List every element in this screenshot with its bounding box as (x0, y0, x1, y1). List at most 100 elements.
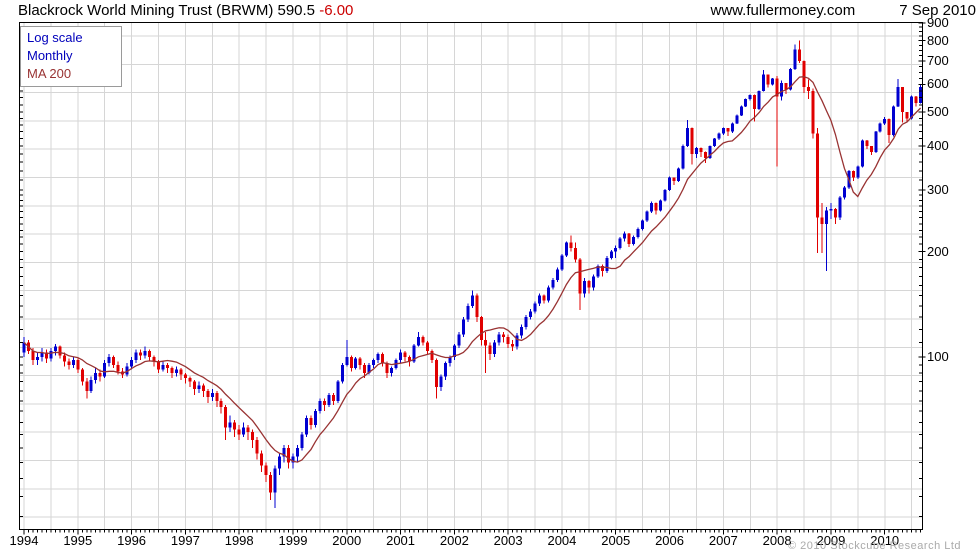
candle (192, 379, 196, 395)
candle (215, 390, 219, 407)
candle (237, 424, 241, 440)
candle (430, 349, 434, 364)
candle (901, 86, 905, 123)
candle (811, 88, 815, 139)
candle (165, 363, 169, 374)
candle (273, 465, 277, 509)
candle (224, 404, 228, 440)
candle (609, 250, 613, 260)
candle (623, 231, 627, 242)
candle (605, 256, 609, 273)
y-axis-label: 300 (927, 181, 949, 197)
candle (506, 334, 510, 349)
candle (555, 267, 559, 282)
candle (85, 378, 89, 399)
candle (914, 96, 918, 107)
candle (748, 94, 752, 101)
candle (183, 373, 187, 384)
candle (829, 203, 833, 219)
candle (80, 368, 84, 386)
candle (842, 185, 846, 200)
candle (40, 348, 44, 362)
candle (331, 392, 335, 405)
candle (336, 379, 340, 403)
candle (425, 341, 429, 354)
candle (282, 445, 286, 463)
candle (546, 285, 550, 303)
x-axis-label: 2006 (655, 533, 684, 548)
candle (515, 333, 519, 350)
candle (286, 445, 290, 469)
x-axis-label: 1996 (117, 533, 147, 548)
candle (564, 241, 568, 257)
x-axis-label: 2004 (547, 533, 577, 548)
candle (636, 227, 640, 239)
candle (726, 127, 730, 136)
candle (865, 140, 869, 150)
candle (721, 127, 725, 136)
candle (381, 352, 385, 367)
candle (910, 95, 914, 120)
gridlines (19, 22, 923, 530)
candle (493, 339, 497, 357)
legend-ma-200: MA 200 (27, 66, 72, 81)
x-axis-label: 2000 (332, 533, 362, 548)
x-axis-label: 1995 (63, 533, 93, 548)
candle (524, 314, 528, 330)
candle (560, 253, 564, 272)
y-axis-label: 800 (927, 32, 949, 48)
candle (376, 352, 380, 364)
candle (694, 146, 698, 159)
candle (582, 278, 586, 298)
x-axis-label: 2007 (708, 533, 738, 548)
candle (632, 235, 636, 246)
legend-interval: Monthly (27, 48, 73, 63)
candle (833, 208, 837, 224)
candle (659, 199, 663, 212)
candle (878, 122, 882, 133)
candle (739, 105, 743, 116)
candle (529, 309, 533, 320)
candle (717, 132, 721, 141)
candle (278, 453, 282, 476)
candle (125, 363, 129, 377)
candle (896, 79, 900, 107)
candle (304, 415, 308, 438)
candle (340, 363, 344, 384)
x-axis-label: 1998 (224, 533, 254, 548)
candle (479, 315, 483, 346)
candle (511, 339, 515, 352)
candle (201, 383, 205, 397)
candle (735, 114, 739, 125)
candle (58, 345, 62, 359)
candle (358, 357, 362, 370)
candle (94, 368, 98, 384)
candlesticks-layer (22, 40, 923, 509)
candle (318, 398, 322, 414)
y-axis-label: 900 (927, 14, 949, 30)
page-title: Blackrock World Mining Trust (BRWM) 590.… (18, 2, 353, 19)
y-axis-label: 600 (927, 76, 949, 92)
candle (600, 264, 604, 277)
candle (322, 398, 326, 412)
axis-ticks (19, 22, 926, 535)
candle (219, 398, 223, 414)
candle (53, 343, 57, 356)
site-link[interactable]: www.fullermoney.com (710, 2, 856, 19)
candle (470, 290, 474, 309)
candle (103, 360, 107, 379)
candle (71, 357, 75, 369)
candle (233, 420, 237, 438)
candle (179, 368, 183, 380)
candle (627, 232, 631, 248)
candle (892, 105, 896, 137)
candle (255, 437, 259, 460)
candle (887, 118, 891, 144)
candle (295, 445, 299, 463)
candle (668, 176, 672, 191)
candle (919, 84, 923, 104)
candle (596, 264, 600, 279)
candle (134, 349, 138, 364)
candle (663, 188, 667, 202)
